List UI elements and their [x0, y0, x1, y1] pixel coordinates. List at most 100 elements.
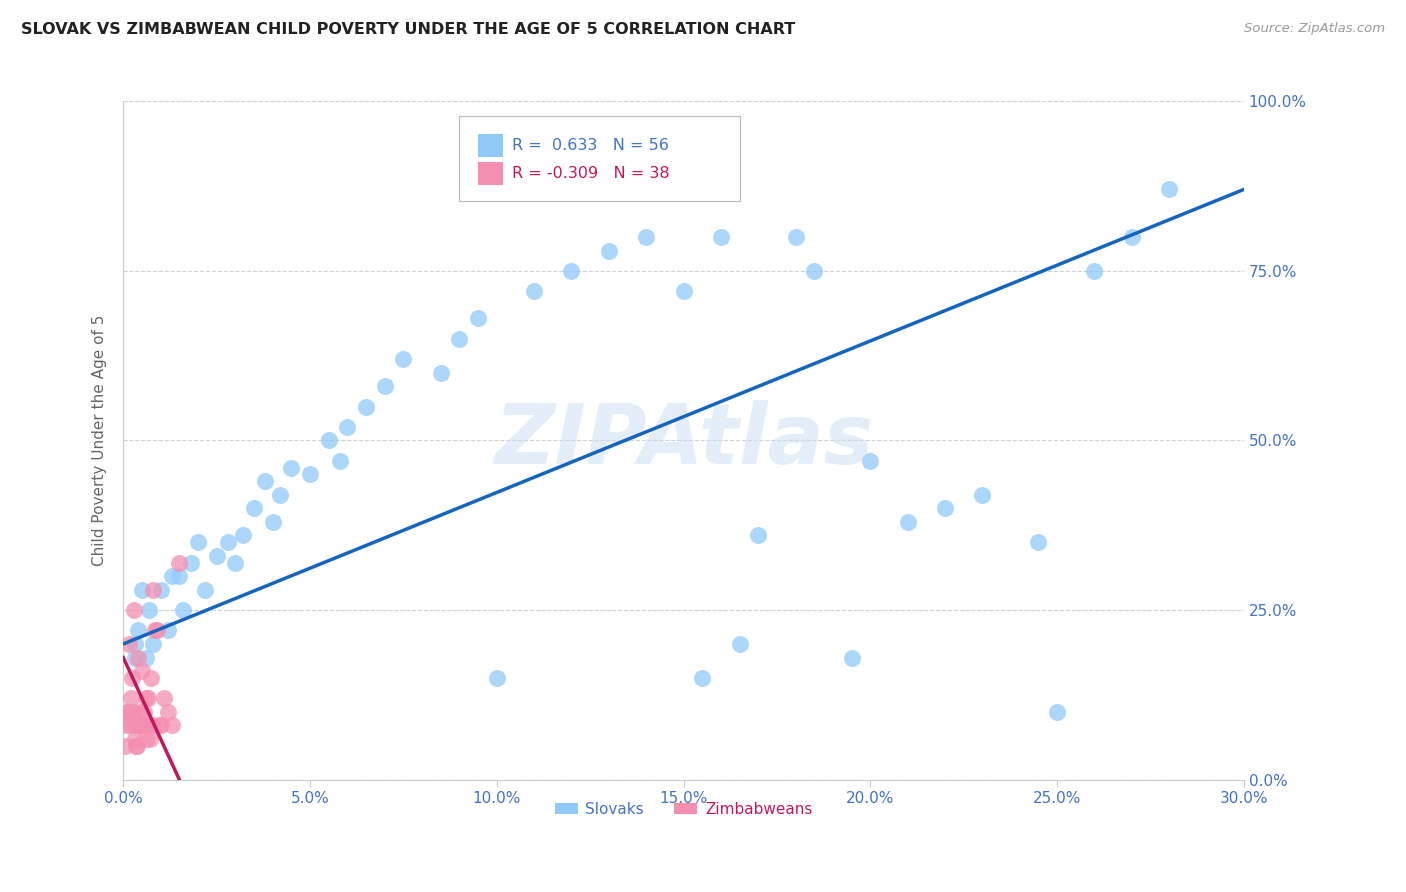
Point	[560, 264, 582, 278]
Point	[1046, 705, 1069, 719]
Point	[127, 624, 149, 638]
Point	[135, 731, 157, 746]
Point	[934, 501, 956, 516]
Point	[141, 671, 163, 685]
Point	[690, 671, 713, 685]
Point	[129, 718, 152, 732]
Point	[280, 460, 302, 475]
Bar	[478, 162, 503, 186]
Point	[232, 528, 254, 542]
Point	[354, 400, 377, 414]
Point	[135, 691, 157, 706]
Point	[124, 650, 146, 665]
Point	[138, 718, 160, 732]
Point	[224, 556, 246, 570]
Point	[598, 244, 620, 258]
Point	[121, 671, 143, 685]
Point	[172, 603, 194, 617]
Point	[636, 230, 658, 244]
Point	[143, 624, 166, 638]
Point	[115, 718, 138, 732]
Point	[169, 569, 191, 583]
Point	[153, 691, 176, 706]
Point	[392, 352, 415, 367]
Point	[467, 311, 489, 326]
Point	[672, 284, 695, 298]
Point	[205, 549, 228, 563]
Point	[1028, 535, 1050, 549]
Point	[138, 718, 160, 732]
Point	[157, 624, 180, 638]
Point	[120, 691, 142, 706]
Point	[118, 637, 141, 651]
FancyBboxPatch shape	[460, 116, 740, 201]
Point	[1083, 264, 1105, 278]
Point	[859, 454, 882, 468]
Bar	[478, 134, 503, 157]
Point	[132, 705, 155, 719]
Point	[710, 230, 733, 244]
Point	[149, 718, 172, 732]
Point	[194, 582, 217, 597]
Point	[124, 718, 146, 732]
Text: Source: ZipAtlas.com: Source: ZipAtlas.com	[1244, 22, 1385, 36]
Point	[142, 582, 165, 597]
Point	[127, 650, 149, 665]
Point	[299, 467, 322, 482]
Point	[131, 664, 153, 678]
Point	[262, 515, 284, 529]
Point	[141, 718, 163, 732]
Point	[841, 650, 863, 665]
Point	[897, 515, 920, 529]
Point	[118, 718, 141, 732]
Point	[318, 434, 340, 448]
Point	[1157, 182, 1180, 196]
Point	[157, 705, 180, 719]
Point	[135, 650, 157, 665]
Point	[160, 569, 183, 583]
Point	[429, 366, 451, 380]
Point	[124, 731, 146, 746]
Text: R = -0.309   N = 38: R = -0.309 N = 38	[512, 167, 669, 181]
Point	[747, 528, 769, 542]
Point	[1121, 230, 1143, 244]
Point	[121, 705, 143, 719]
Text: R =  0.633   N = 56: R = 0.633 N = 56	[512, 138, 669, 153]
Point	[254, 474, 277, 488]
Point	[122, 603, 145, 617]
Point	[128, 718, 150, 732]
Point	[124, 637, 146, 651]
Point	[138, 603, 160, 617]
Point	[115, 705, 138, 719]
Legend: Slovaks, Zimbabweans: Slovaks, Zimbabweans	[548, 796, 818, 822]
Point	[142, 637, 165, 651]
Point	[336, 420, 359, 434]
Point	[180, 556, 202, 570]
Point	[374, 379, 396, 393]
Point	[972, 488, 994, 502]
Point	[449, 332, 471, 346]
Point	[127, 739, 149, 753]
Point	[125, 739, 148, 753]
Point	[131, 582, 153, 597]
Point	[136, 691, 159, 706]
Point	[149, 582, 172, 597]
Point	[803, 264, 825, 278]
Point	[114, 739, 136, 753]
Text: SLOVAK VS ZIMBABWEAN CHILD POVERTY UNDER THE AGE OF 5 CORRELATION CHART: SLOVAK VS ZIMBABWEAN CHILD POVERTY UNDER…	[21, 22, 796, 37]
Point	[243, 501, 266, 516]
Point	[187, 535, 209, 549]
Point	[785, 230, 807, 244]
Point	[134, 718, 156, 732]
Y-axis label: Child Poverty Under the Age of 5: Child Poverty Under the Age of 5	[93, 315, 107, 566]
Point	[129, 705, 152, 719]
Point	[139, 731, 162, 746]
Point	[329, 454, 352, 468]
Point	[169, 556, 191, 570]
Point	[523, 284, 546, 298]
Point	[117, 705, 139, 719]
Point	[485, 671, 508, 685]
Point	[160, 718, 183, 732]
Point	[269, 488, 291, 502]
Point	[148, 718, 170, 732]
